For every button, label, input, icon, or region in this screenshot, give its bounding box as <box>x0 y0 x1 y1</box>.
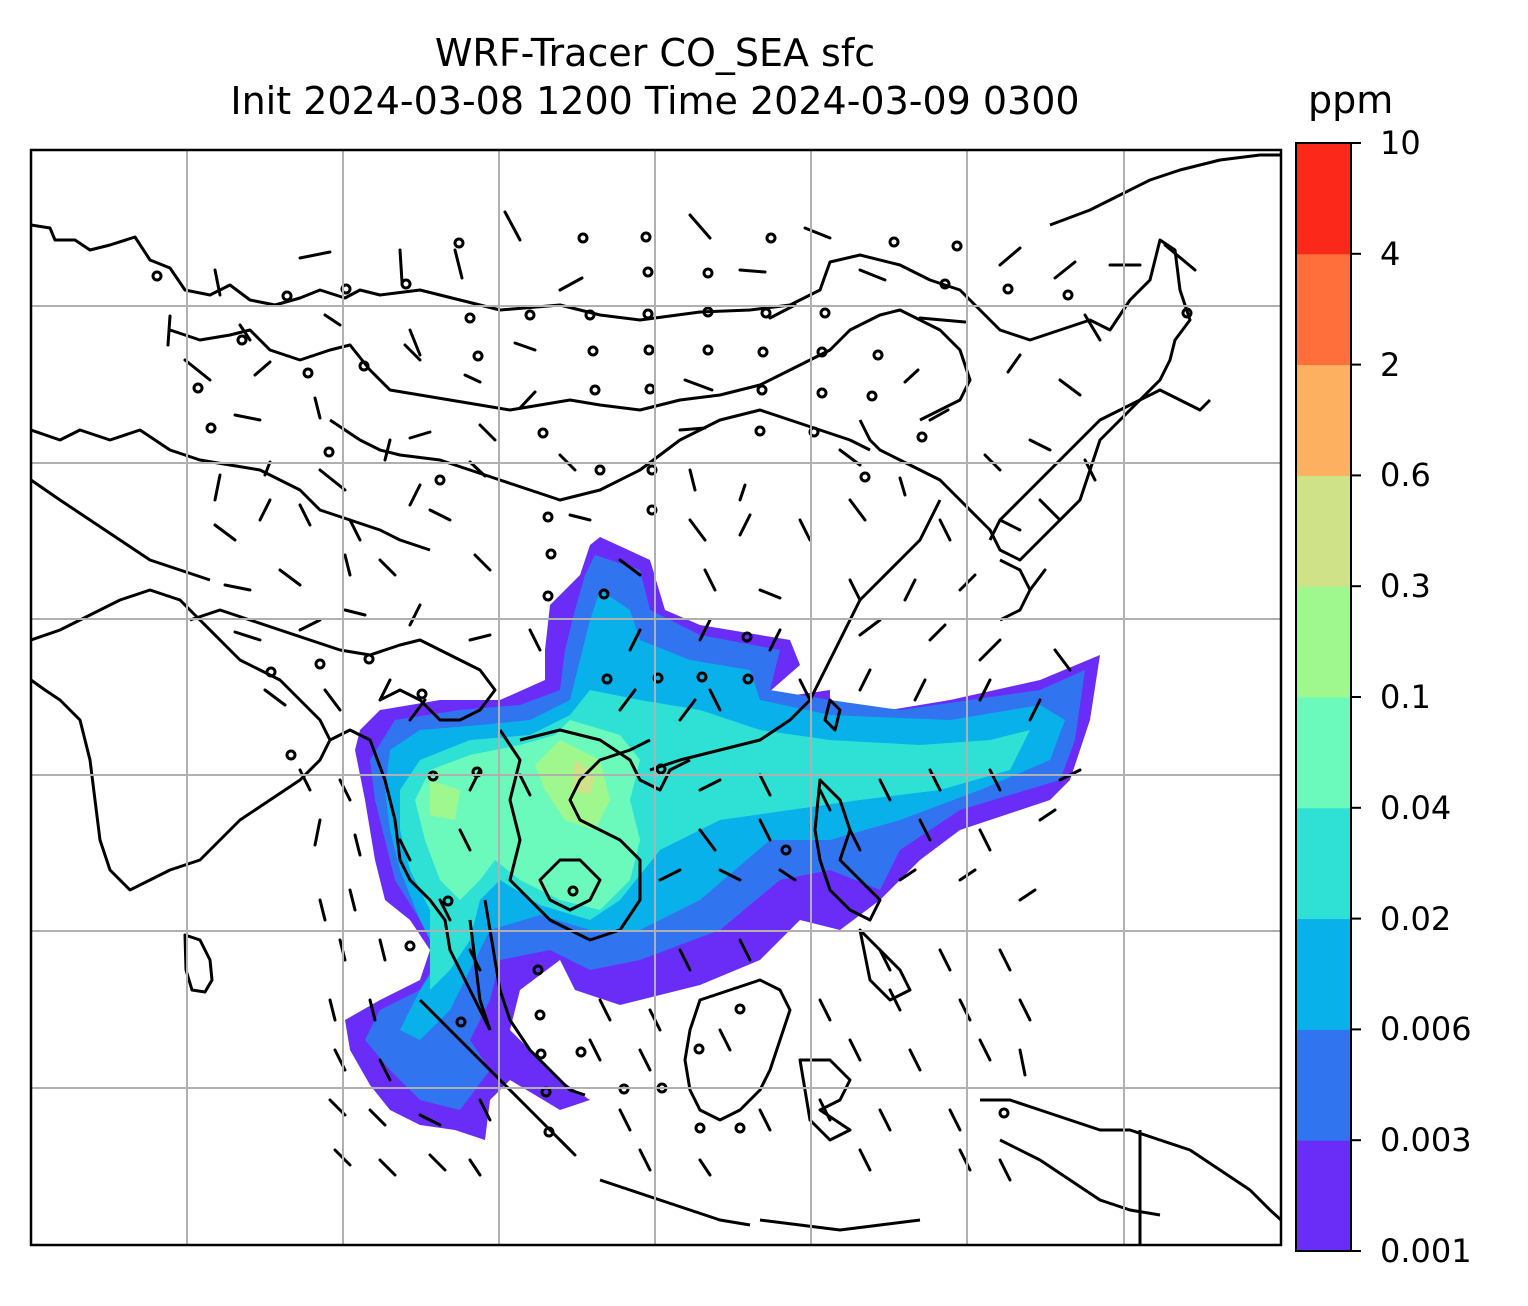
calm-wind-markers <box>151 231 1193 1138</box>
colorbar-segment <box>1296 918 1351 1030</box>
colorbar-tick-label: 0.003 <box>1380 1121 1472 1160</box>
colorbar-tick-label: 4 <box>1380 234 1401 273</box>
map-title-line2: Init 2024-03-08 1200 Time 2024-03-09 030… <box>230 79 1080 123</box>
colorbar-segment <box>1296 586 1351 698</box>
colorbar-segment <box>1296 143 1351 255</box>
colorbar-segment <box>1296 253 1351 366</box>
gridlines <box>31 150 1281 1245</box>
colorbar-segment <box>1296 1140 1351 1252</box>
colorbar-tick-label: 0.3 <box>1380 567 1431 606</box>
colorbar-tick-label: 0.04 <box>1380 788 1452 827</box>
tracer-plume <box>345 537 1100 1140</box>
colorbar-tick-label: 0.1 <box>1380 678 1431 716</box>
colorbar-tick-label: 2 <box>1380 345 1401 384</box>
colorbar-tick-label: 0.001 <box>1380 1232 1472 1270</box>
map-panel <box>31 150 1281 1245</box>
colorbar-tick-label: 0.02 <box>1380 899 1452 938</box>
colorbar-segment <box>1296 697 1351 809</box>
colorbar-segment <box>1296 364 1351 476</box>
map-frame <box>29 148 1283 1247</box>
colorbar <box>1295 142 1361 1252</box>
colorbar-segment <box>1296 807 1351 920</box>
colorbar-tick-label: 10 <box>1380 124 1421 162</box>
colorbar-segment <box>1296 475 1351 587</box>
colorbar-tick-label: 0.6 <box>1380 456 1431 495</box>
colorbar-tick-label: 0.006 <box>1380 1010 1472 1049</box>
map-title-line1: WRF-Tracer CO_SEA sfc <box>434 31 876 75</box>
colorbar-unit-label: ppm <box>1308 78 1394 122</box>
colorbar-segment <box>1296 1029 1351 1141</box>
